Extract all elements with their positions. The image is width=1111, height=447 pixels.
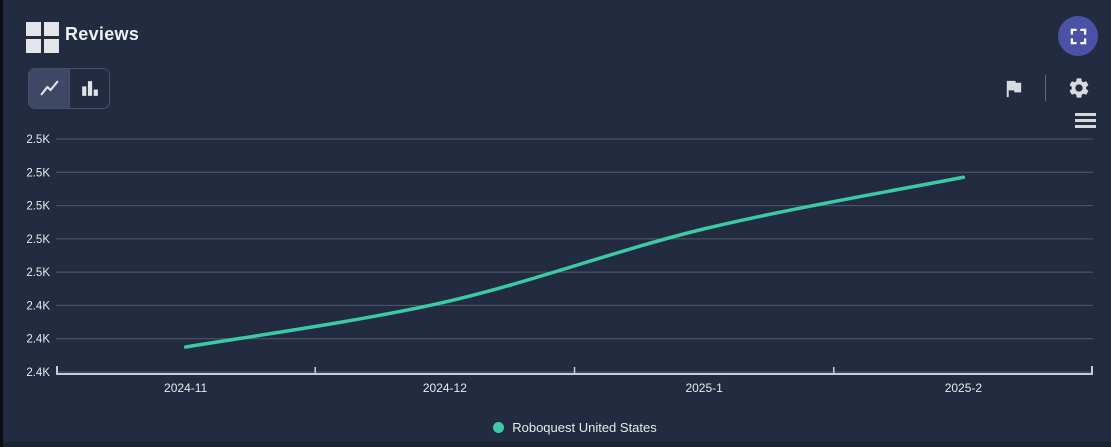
toolbar-divider [1045, 75, 1046, 101]
chart-menu-button[interactable] [1075, 112, 1096, 129]
y-tick-label: 2.5K [26, 201, 50, 213]
bar-chart-toggle-button[interactable] [69, 69, 109, 108]
y-tick-label: 2.4K [26, 334, 50, 346]
reviews-line-chart[interactable]: 2.4K 2.4K 2.4K 2.5K 2.5K 2.5K 2.5K 2.5K 2024-11 2… [3, 0, 1111, 447]
x-tick-label: 2025-2 [945, 381, 983, 395]
x-tick-label: 2024-12 [423, 381, 467, 395]
flag-button[interactable] [1000, 75, 1026, 101]
grid-icon [26, 22, 59, 53]
x-tick-label: 2025-1 [685, 381, 723, 395]
y-tick-label: 2.5K [26, 167, 50, 179]
settings-button[interactable] [1066, 75, 1092, 101]
footer-strip [3, 442, 1111, 447]
flag-icon [1006, 80, 1021, 97]
gear-icon [1069, 78, 1089, 98]
y-tick-label: 2.5K [26, 267, 50, 279]
bar-chart-icon [82, 81, 98, 96]
reviews-widget: Reviews [3, 0, 1111, 447]
y-tick-label: 2.5K [26, 134, 50, 146]
series-line [183, 175, 966, 349]
legend-dot-icon [493, 421, 505, 433]
chart-type-toggle [28, 68, 110, 109]
y-tick-label: 2.5K [26, 234, 50, 246]
y-tick-label: 2.4K [26, 300, 50, 312]
page-title: Reviews [65, 24, 140, 44]
fullscreen-button[interactable] [1058, 16, 1098, 56]
line-chart-icon [40, 80, 58, 96]
fullscreen-icon [1070, 28, 1086, 44]
legend-item[interactable]: Roboquest United States [57, 417, 1093, 437]
line-chart-toggle-button[interactable] [29, 69, 69, 108]
legend-label: Roboquest United States [512, 419, 657, 435]
x-tick-label: 2024-11 [164, 381, 207, 395]
y-tick-label: 2.4K [26, 367, 50, 379]
